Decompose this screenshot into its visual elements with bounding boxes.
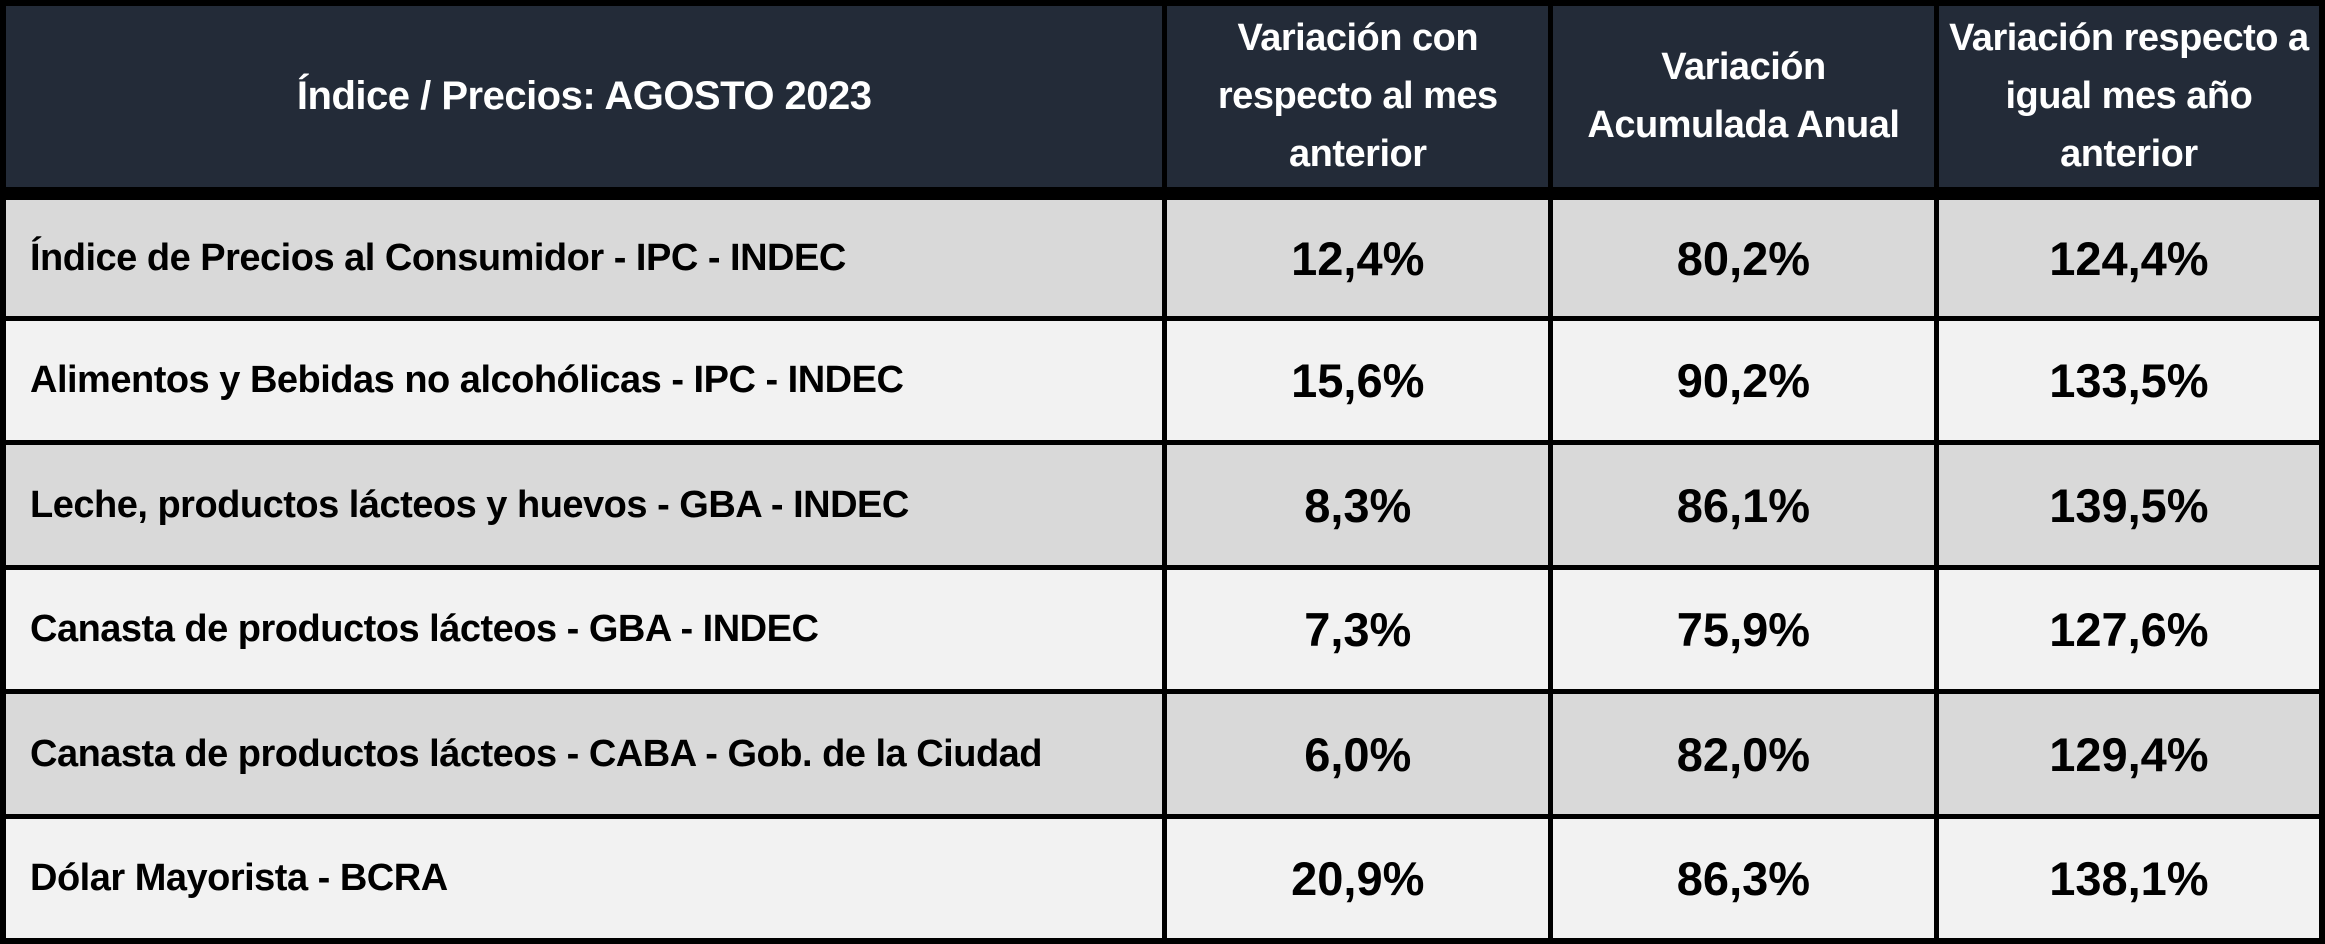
row-label: Canasta de productos lácteos - GBA - IND… xyxy=(0,564,1168,695)
value-acumulada: 82,0% xyxy=(1548,689,1939,819)
value-mensual: 15,6% xyxy=(1162,315,1554,446)
value-acumulada: 86,1% xyxy=(1548,440,1939,570)
value-mensual: 6,0% xyxy=(1162,689,1554,819)
row-label: Leche, productos lácteos y huevos - GBA … xyxy=(0,440,1168,570)
row-label: Dólar Mayorista - BCRA xyxy=(0,813,1168,944)
value-acumulada: 75,9% xyxy=(1548,564,1939,695)
table-body: Índice de Precios al Consumidor - IPC - … xyxy=(0,191,2325,944)
value-mensual: 20,9% xyxy=(1162,813,1554,944)
header-row: Índice / Precios: AGOSTO 2023 Variación … xyxy=(0,0,2325,201)
value-interanual: 129,4% xyxy=(1933,689,2325,819)
table-row-dolar-mayorista: Dólar Mayorista - BCRA 20,9% 86,3% 138,1… xyxy=(0,813,2325,944)
value-interanual: 127,6% xyxy=(1933,564,2325,695)
value-interanual: 138,1% xyxy=(1933,813,2325,944)
table-row-ipc: Índice de Precios al Consumidor - IPC - … xyxy=(0,191,2325,321)
row-label: Canasta de productos lácteos - CABA - Go… xyxy=(0,689,1168,819)
value-mensual: 12,4% xyxy=(1162,191,1554,321)
table-header: Índice / Precios: AGOSTO 2023 Variación … xyxy=(0,0,2325,201)
value-mensual: 8,3% xyxy=(1162,440,1554,570)
row-label: Alimentos y Bebidas no alcohólicas - IPC… xyxy=(0,315,1168,446)
row-label: Índice de Precios al Consumidor - IPC - … xyxy=(0,191,1168,321)
value-acumulada: 90,2% xyxy=(1548,315,1939,446)
header-col-variacion-acumulada: Variación Acumulada Anual xyxy=(1548,0,1939,201)
table-row-leche: Leche, productos lácteos y huevos - GBA … xyxy=(0,440,2325,570)
value-interanual: 139,5% xyxy=(1933,440,2325,570)
value-mensual: 7,3% xyxy=(1162,564,1554,695)
value-acumulada: 86,3% xyxy=(1548,813,1939,944)
value-interanual: 133,5% xyxy=(1933,315,2325,446)
table-row-alimentos: Alimentos y Bebidas no alcohólicas - IPC… xyxy=(0,315,2325,446)
header-col-variacion-mensual: Variación con respecto al mes anterior xyxy=(1162,0,1554,201)
table-row-canasta-gba: Canasta de productos lácteos - GBA - IND… xyxy=(0,564,2325,695)
header-title-cell: Índice / Precios: AGOSTO 2023 xyxy=(0,0,1168,201)
value-interanual: 124,4% xyxy=(1933,191,2325,321)
table-row-canasta-caba: Canasta de productos lácteos - CABA - Go… xyxy=(0,689,2325,819)
value-acumulada: 80,2% xyxy=(1548,191,1939,321)
header-col-variacion-interanual: Variación respecto a igual mes año anter… xyxy=(1933,0,2325,201)
